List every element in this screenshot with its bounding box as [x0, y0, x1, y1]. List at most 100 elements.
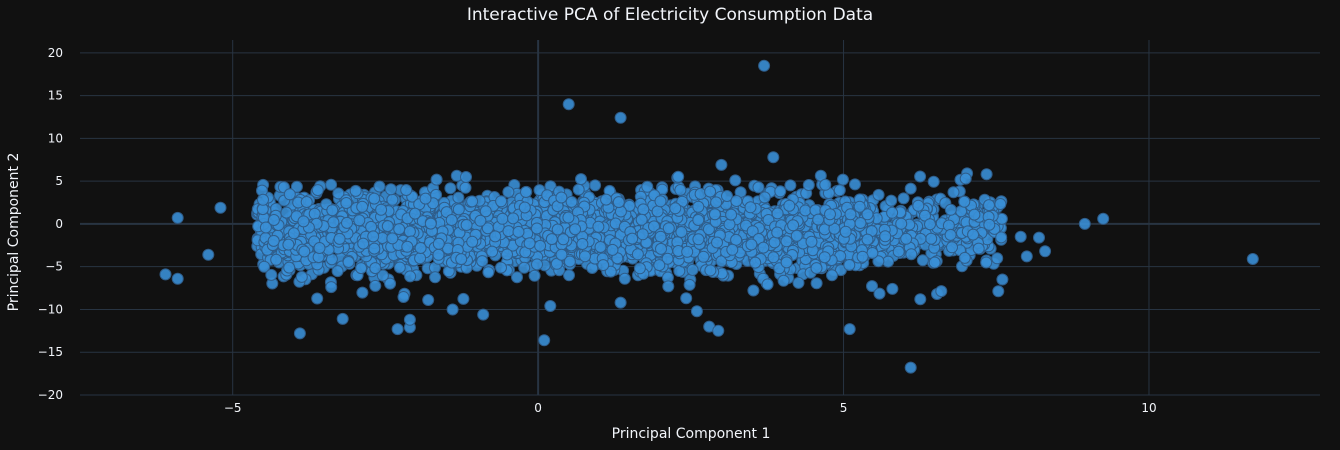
scatter-point[interactable]	[662, 222, 675, 235]
scatter-point[interactable]	[802, 179, 815, 191]
scatter-point[interactable]	[648, 220, 660, 233]
scatter-point[interactable]	[614, 111, 627, 124]
scatter-point[interactable]	[308, 207, 321, 220]
scatter-point[interactable]	[479, 205, 492, 218]
scatter-point[interactable]	[912, 199, 925, 212]
scatter-point[interactable]	[481, 222, 494, 235]
scatter-point[interactable]	[810, 277, 823, 290]
scatter-point[interactable]	[327, 216, 340, 229]
scatter-point[interactable]	[432, 237, 445, 250]
scatter-point[interactable]	[430, 173, 443, 186]
scatter-point[interactable]	[202, 248, 215, 261]
scatter-point[interactable]	[531, 258, 543, 271]
scatter-point[interactable]	[839, 225, 852, 238]
scatter-point[interactable]	[692, 214, 705, 226]
scatter-point[interactable]	[792, 276, 805, 289]
scatter-point[interactable]	[833, 184, 846, 197]
scatter-point[interactable]	[341, 216, 353, 229]
scatter-point[interactable]	[844, 208, 857, 221]
scatter-point[interactable]	[1078, 217, 1091, 230]
scatter-point[interactable]	[563, 269, 575, 282]
scatter-point[interactable]	[623, 199, 636, 212]
scatter-point[interactable]	[914, 170, 927, 183]
scatter-point[interactable]	[780, 235, 793, 248]
scatter-point[interactable]	[391, 323, 404, 336]
scatter-point[interactable]	[662, 280, 675, 293]
scatter-point[interactable]	[991, 252, 1004, 265]
scatter-point[interactable]	[726, 243, 739, 256]
scatter-point[interactable]	[538, 334, 551, 347]
scatter-point[interactable]	[565, 195, 578, 208]
scatter-point[interactable]	[589, 179, 602, 192]
scatter-point[interactable]	[635, 213, 648, 226]
scatter-point[interactable]	[414, 242, 427, 254]
scatter-point[interactable]	[376, 269, 389, 282]
scatter-point[interactable]	[342, 256, 355, 268]
scatter-point[interactable]	[569, 223, 582, 236]
scatter-point[interactable]	[944, 203, 957, 216]
scatter-point[interactable]	[300, 196, 313, 208]
scatter-point[interactable]	[530, 222, 543, 235]
scatter-point[interactable]	[674, 184, 687, 196]
scatter-point[interactable]	[885, 194, 898, 207]
scatter-point[interactable]	[424, 217, 437, 230]
scatter-point[interactable]	[843, 259, 856, 271]
scatter-point[interactable]	[749, 256, 762, 269]
scatter-point[interactable]	[758, 59, 771, 72]
scatter-point[interactable]	[353, 214, 366, 227]
scatter-point[interactable]	[690, 305, 703, 318]
scatter-point[interactable]	[482, 266, 495, 279]
scatter-point[interactable]	[980, 256, 993, 269]
scatter-point[interactable]	[520, 186, 532, 198]
scatter-point[interactable]	[511, 271, 523, 284]
scatter-point[interactable]	[683, 278, 696, 291]
scatter-point[interactable]	[445, 214, 458, 226]
scatter-point[interactable]	[476, 255, 489, 268]
scatter-point[interactable]	[812, 213, 825, 226]
scatter-point[interactable]	[386, 193, 399, 206]
scatter-point[interactable]	[545, 233, 558, 246]
scatter-point[interactable]	[489, 230, 502, 243]
scatter-point[interactable]	[414, 252, 427, 265]
scatter-point[interactable]	[654, 195, 667, 208]
scatter-point[interactable]	[651, 205, 664, 218]
scatter-point[interactable]	[836, 173, 849, 186]
scatter-point[interactable]	[637, 203, 650, 216]
scatter-point[interactable]	[562, 211, 575, 224]
scatter-point[interactable]	[518, 261, 531, 274]
scatter-point[interactable]	[575, 173, 587, 186]
scatter-point[interactable]	[393, 223, 406, 236]
scatter-point[interactable]	[214, 201, 227, 214]
scatter-point[interactable]	[502, 225, 515, 238]
scatter-point[interactable]	[686, 263, 699, 276]
scatter-point[interactable]	[715, 158, 728, 171]
scatter-point[interactable]	[333, 232, 346, 245]
scatter-point[interactable]	[381, 220, 394, 233]
scatter-point[interactable]	[375, 203, 388, 216]
scatter-point[interactable]	[369, 279, 382, 292]
scatter-point[interactable]	[403, 313, 416, 326]
scatter-point[interactable]	[551, 223, 564, 236]
scatter-point[interactable]	[258, 260, 271, 273]
scatter-point[interactable]	[280, 206, 293, 219]
scatter-point[interactable]	[994, 198, 1007, 210]
scatter-point[interactable]	[452, 203, 465, 216]
scatter-point[interactable]	[349, 184, 362, 197]
scatter-point[interactable]	[528, 269, 541, 282]
scatter-point[interactable]	[466, 195, 479, 208]
scatter-point[interactable]	[886, 206, 899, 219]
scatter-point[interactable]	[992, 285, 1005, 298]
scatter-point[interactable]	[452, 191, 465, 204]
scatter-point[interactable]	[767, 151, 780, 164]
scatter-point[interactable]	[783, 199, 796, 212]
scatter-point[interactable]	[897, 192, 910, 205]
scatter-point[interactable]	[872, 255, 885, 268]
scatter-point[interactable]	[313, 242, 326, 254]
scatter-point[interactable]	[958, 251, 971, 264]
scatter-point[interactable]	[905, 248, 918, 261]
scatter-point[interactable]	[861, 208, 874, 221]
scatter-point[interactable]	[311, 184, 324, 197]
points-layer[interactable]	[159, 59, 1259, 374]
scatter-point[interactable]	[393, 261, 406, 274]
scatter-point[interactable]	[295, 270, 308, 283]
